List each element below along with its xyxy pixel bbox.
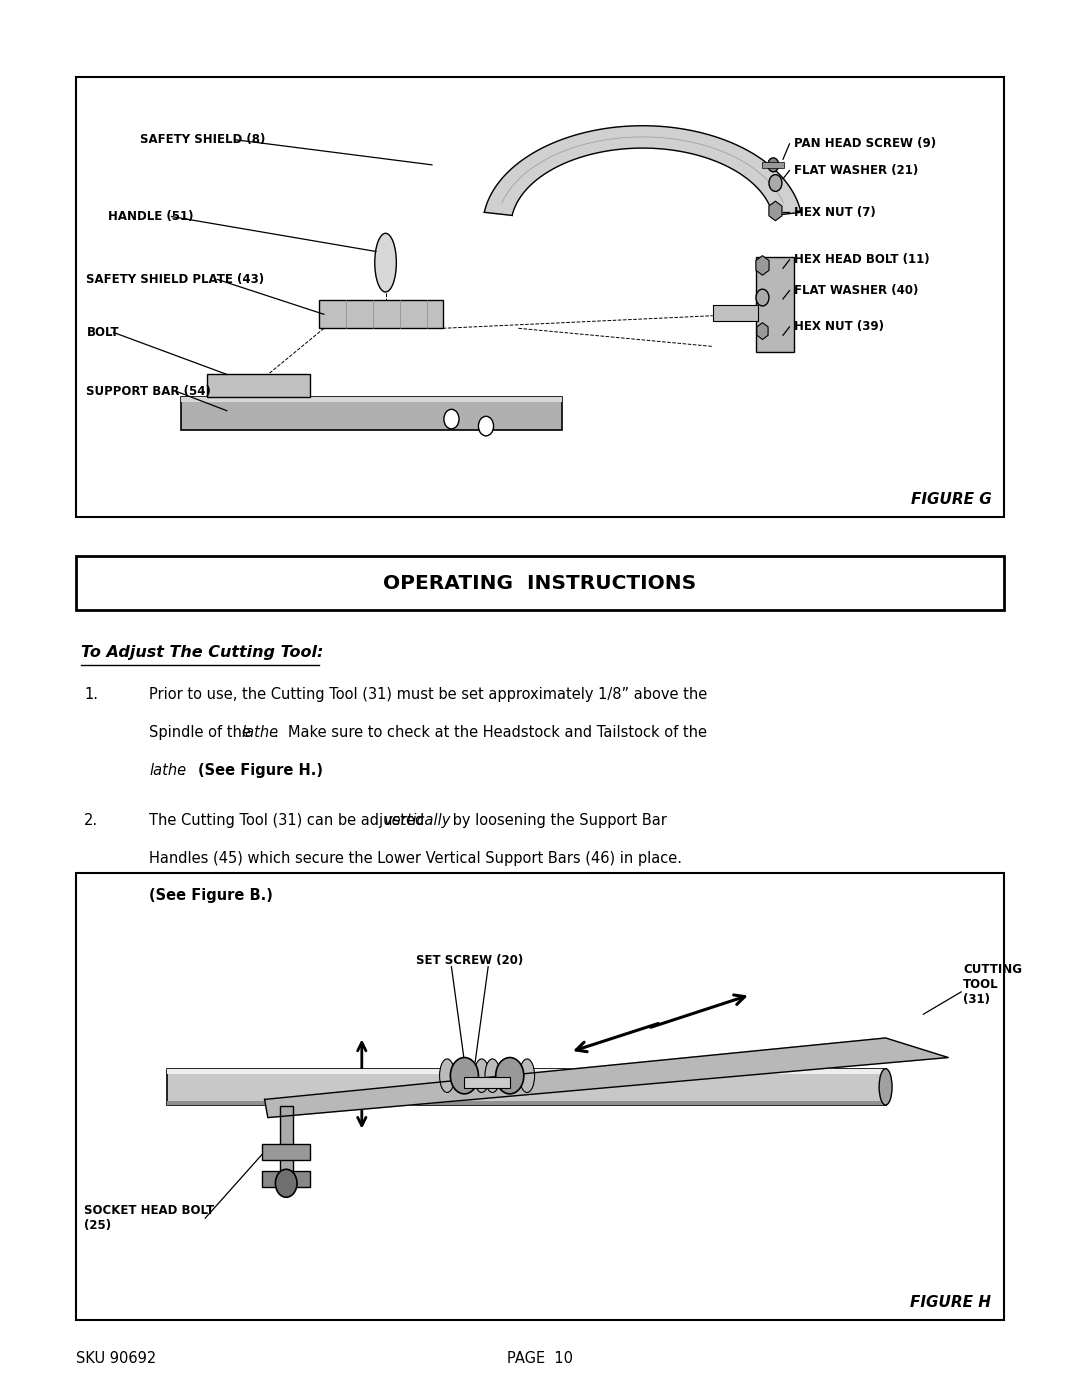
Text: FLAT WASHER (40): FLAT WASHER (40) xyxy=(794,284,918,298)
Text: SET SCREW (20): SET SCREW (20) xyxy=(416,954,524,967)
Text: (See Figure B.): (See Figure B.) xyxy=(149,888,273,904)
Text: FIGURE G: FIGURE G xyxy=(910,492,991,507)
Text: CUTTING
TOOL
(31): CUTTING TOOL (31) xyxy=(963,964,1023,1006)
Text: SAFETY SHIELD PLATE (43): SAFETY SHIELD PLATE (43) xyxy=(86,272,265,286)
Bar xyxy=(756,257,794,352)
Text: 2.: 2. xyxy=(84,813,98,828)
Text: HEX NUT (39): HEX NUT (39) xyxy=(794,320,883,334)
Text: .: . xyxy=(181,763,195,778)
Bar xyxy=(76,77,1004,517)
Text: SAFETY SHIELD (8): SAFETY SHIELD (8) xyxy=(140,133,266,147)
Bar xyxy=(762,162,784,168)
Text: To Adjust The Cutting Tool:: To Adjust The Cutting Tool: xyxy=(81,645,323,661)
Polygon shape xyxy=(265,1038,948,1118)
Text: HEX NUT (7): HEX NUT (7) xyxy=(794,205,876,219)
Text: (See Figure H.): (See Figure H.) xyxy=(198,763,323,778)
Circle shape xyxy=(496,1058,524,1094)
Ellipse shape xyxy=(519,1059,535,1092)
Bar xyxy=(181,397,562,402)
Polygon shape xyxy=(484,126,801,215)
Text: OPERATING  INSTRUCTIONS: OPERATING INSTRUCTIONS xyxy=(383,574,697,592)
Text: SKU 90692: SKU 90692 xyxy=(76,1351,156,1366)
Bar xyxy=(713,305,758,321)
Bar xyxy=(181,397,562,430)
Ellipse shape xyxy=(474,1059,489,1092)
Bar xyxy=(464,1077,510,1088)
Text: lathe: lathe xyxy=(242,725,279,740)
Text: PAGE  10: PAGE 10 xyxy=(507,1351,573,1366)
Bar xyxy=(76,556,1004,610)
Text: PAN HEAD SCREW (9): PAN HEAD SCREW (9) xyxy=(794,137,936,151)
Text: lathe: lathe xyxy=(149,763,186,778)
Circle shape xyxy=(768,158,779,172)
Text: by loosening the Support Bar: by loosening the Support Bar xyxy=(447,813,666,828)
Text: BOLT: BOLT xyxy=(86,326,119,339)
Circle shape xyxy=(769,175,782,191)
Circle shape xyxy=(450,1058,478,1094)
Bar xyxy=(319,300,443,328)
Text: Prior to use, the Cutting Tool (31) must be set approximately 1/8” above the: Prior to use, the Cutting Tool (31) must… xyxy=(149,687,707,703)
Bar xyxy=(76,873,1004,1320)
Circle shape xyxy=(444,409,459,429)
Text: 1.: 1. xyxy=(84,687,98,703)
Text: HEX HEAD BOLT (11): HEX HEAD BOLT (11) xyxy=(794,253,930,267)
Ellipse shape xyxy=(440,1059,455,1092)
Text: .  Make sure to check at the Headstock and Tailstock of the: . Make sure to check at the Headstock an… xyxy=(274,725,707,740)
Bar xyxy=(167,1069,886,1105)
Bar xyxy=(207,374,310,397)
Bar xyxy=(280,1106,293,1183)
Circle shape xyxy=(275,1169,297,1197)
Bar xyxy=(167,1101,886,1105)
Text: Spindle of the: Spindle of the xyxy=(149,725,256,740)
Text: FIGURE H: FIGURE H xyxy=(910,1295,991,1310)
Text: FLAT WASHER (21): FLAT WASHER (21) xyxy=(794,163,918,177)
Circle shape xyxy=(756,289,769,306)
Text: SOCKET HEAD BOLT
(25): SOCKET HEAD BOLT (25) xyxy=(84,1204,214,1232)
Text: vertically: vertically xyxy=(383,813,451,828)
Bar xyxy=(262,1144,310,1160)
Text: HANDLE (51): HANDLE (51) xyxy=(108,210,193,224)
Ellipse shape xyxy=(879,1069,892,1105)
Ellipse shape xyxy=(485,1059,500,1092)
Bar xyxy=(167,1069,886,1074)
Text: SUPPORT BAR (54): SUPPORT BAR (54) xyxy=(86,384,212,398)
Text: The Cutting Tool (31) can be adjusted: The Cutting Tool (31) can be adjusted xyxy=(149,813,429,828)
Bar xyxy=(262,1171,310,1187)
Ellipse shape xyxy=(375,233,396,292)
Circle shape xyxy=(478,416,494,436)
Text: Handles (45) which secure the Lower Vertical Support Bars (46) in place.: Handles (45) which secure the Lower Vert… xyxy=(149,851,683,866)
